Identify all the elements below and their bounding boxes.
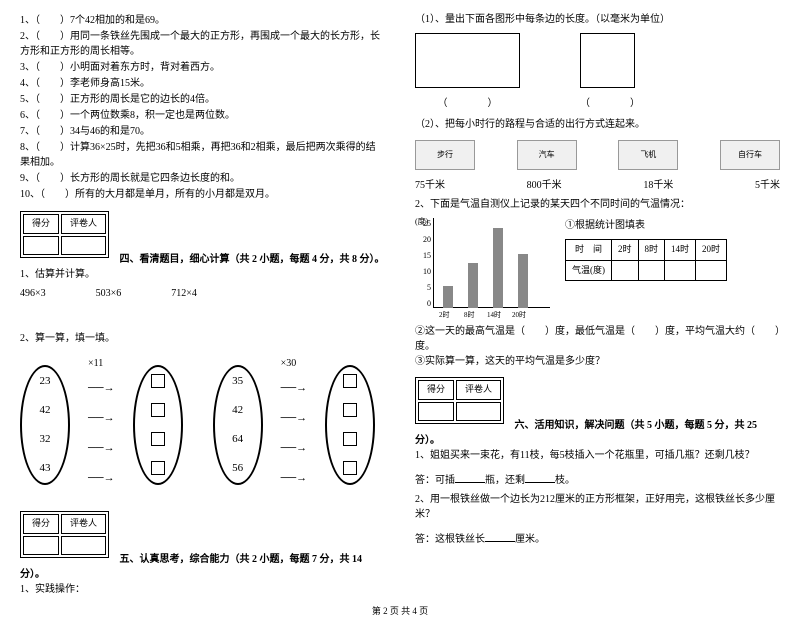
tf-5: 5、（ ）正方形的周长是它的边长的4倍。 [20, 92, 385, 107]
chart-title: ①根据统计图填表 [565, 218, 727, 233]
tf-6: 6、（ ）一个两位数乘8，积一定也是两位数。 [20, 108, 385, 123]
tf-2: 2、（ ）用同一条铁丝先围成一个最大的正方形，再围成一个最大的长方形，长方形和正… [20, 29, 385, 59]
oval-diagram-1: 23423243 ×11──→──→──→──→ [20, 356, 183, 493]
tf-1: 1、（ ）7个42相加的和是69。 [20, 13, 385, 28]
tf-10: 10、（ ）所有的大月都是单月，所有的小月都是双月。 [20, 187, 385, 202]
temp-q2: ②这一天的最高气温是（ ）度，最低气温是（ ）度，平均气温大约（ ）度。 [415, 324, 780, 354]
tf-9: 9、（ ）长方形的周长就是它四条边长度的和。 [20, 171, 385, 186]
oval-diagram-2: 35426456 ×30──→──→──→──→ [213, 356, 376, 493]
temp-chart: (度) 25 20 15 10 5 0 2时 8时 14时 20时 [415, 218, 550, 318]
temp-label: 2、下面是气温自测仪上记录的某天四个不同时间的气温情况： [415, 197, 780, 212]
temp-table: 时 间2时8时14时20时 气温(度) [565, 239, 727, 281]
problem-2: 2、用一根铁丝做一个边长为212厘米的正方形框架，正好用完，这根铁丝长多少厘米？ [415, 492, 780, 522]
temp-q3: ③实际算一算，这天的平均气温是多少度？ [415, 354, 780, 369]
score-box-4: 得分评卷人 [20, 211, 109, 258]
practice-label: 1、实践操作： [20, 582, 385, 597]
transport-label: （2）、把每小时行的路程与合适的出行方式连起来。 [415, 117, 780, 132]
calc-3: 712×4 [171, 286, 197, 301]
problem-1: 1、姐姐买来一束花，有11枝，每5枝插入一个花瓶里，可插几瓶？还剩几枝？ [415, 448, 780, 463]
measure-label: （1）、量出下面各图形中每条边的长度。（以毫米为单位） [415, 12, 780, 27]
tf-8: 8、（ ）计算36×25时，先把36和5相乘，再把36和2相乘，最后把两次乘得的… [20, 140, 385, 170]
score-box-6: 得分评卷人 [415, 377, 504, 424]
rect-2 [580, 33, 635, 88]
estimate-label: 1、估算并计算。 [20, 267, 385, 282]
answer-2: 答：这根铁丝长厘米。 [415, 532, 780, 547]
fill-label: 2、算一算，填一填。 [20, 331, 385, 346]
transport-row: 步行 汽车 飞机 自行车 [415, 140, 780, 170]
tf-4: 4、（ ）李老师身高15米。 [20, 76, 385, 91]
page-footer: 第 2 页 共 4 页 [20, 605, 780, 619]
rect-1 [415, 33, 520, 88]
tf-7: 7、（ ）34与46的和是70。 [20, 124, 385, 139]
section-4-title: 四、看清题目，细心计算（共 2 小题，每题 4 分，共 8 分）。 [120, 254, 385, 265]
tf-3: 3、（ ）小明面对着东方时，背对着西方。 [20, 60, 385, 75]
calc-1: 496×3 [20, 286, 46, 301]
score-box-5: 得分评卷人 [20, 511, 109, 558]
distance-row: 75千米800千米18千米5千米 [415, 178, 780, 193]
answer-1: 答：可插瓶，还剩枝。 [415, 473, 780, 488]
calc-2: 503×6 [96, 286, 122, 301]
